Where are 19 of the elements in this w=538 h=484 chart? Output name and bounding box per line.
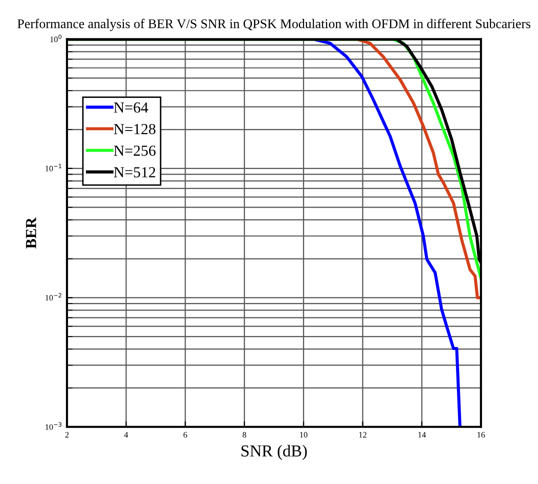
x-tick-label: 16 [478,432,485,438]
chart-title: Performance analysis of BER V/S SNR in QPSK Modulation with OFDM in different Subcariers [18,18,530,31]
y-tick-label: 10$^{0}$ [50,34,62,42]
legend-label: N=512 [114,167,156,178]
x-tick-label: 10 [300,432,308,438]
y-axis-title: BER [26,217,36,248]
legend-label: N=128 [114,124,156,134]
y-tick-label: 10$^{−1}$ [46,164,62,172]
x-tick-label: 6 [184,432,188,438]
x-tick-label: 2 [65,432,69,438]
x-axis-title: SNR (dB) [242,444,307,460]
legend-label: N=64 [114,102,148,113]
y-tick-label: 10$^{−2}$ [46,293,62,301]
x-tick-label: 4 [124,432,128,438]
y-tick-label: 10$^{−3}$ [46,422,62,430]
x-tick-label: 14 [418,432,426,438]
x-tick-label: 8 [242,432,246,438]
legend-label: N=256 [114,146,156,156]
x-tick-label: 12 [359,432,366,438]
